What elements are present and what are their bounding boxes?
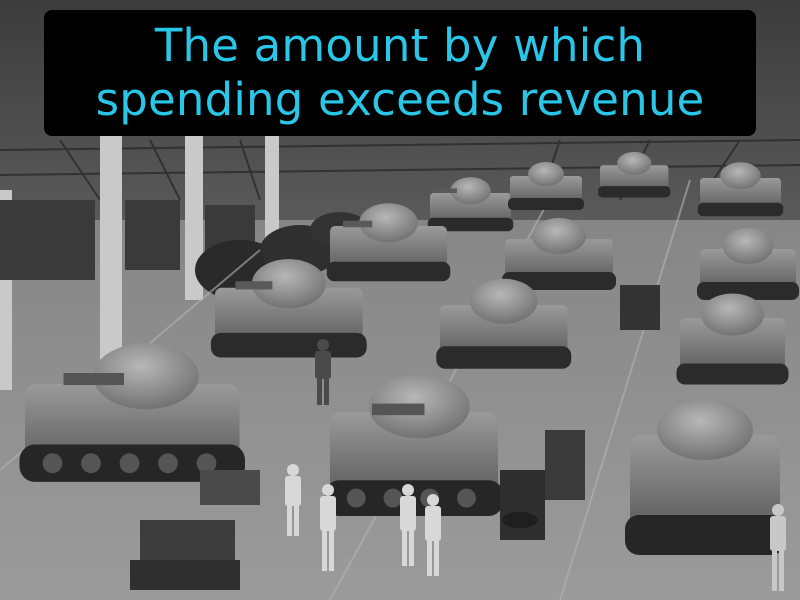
workers	[285, 339, 786, 591]
factory-columns	[0, 130, 279, 390]
tank-row-middle	[326, 203, 799, 300]
caption-line-1: The amount by which	[154, 19, 646, 72]
tank-row-foreground	[19, 343, 785, 555]
floor-carts	[130, 285, 660, 590]
tank-row-distant	[427, 151, 784, 232]
tank-row-near-middle	[210, 259, 789, 385]
caption-box: The amount by which spending exceeds rev…	[44, 10, 756, 136]
caption-line-2: spending exceeds revenue	[95, 73, 705, 126]
wall-machinery	[0, 200, 255, 280]
